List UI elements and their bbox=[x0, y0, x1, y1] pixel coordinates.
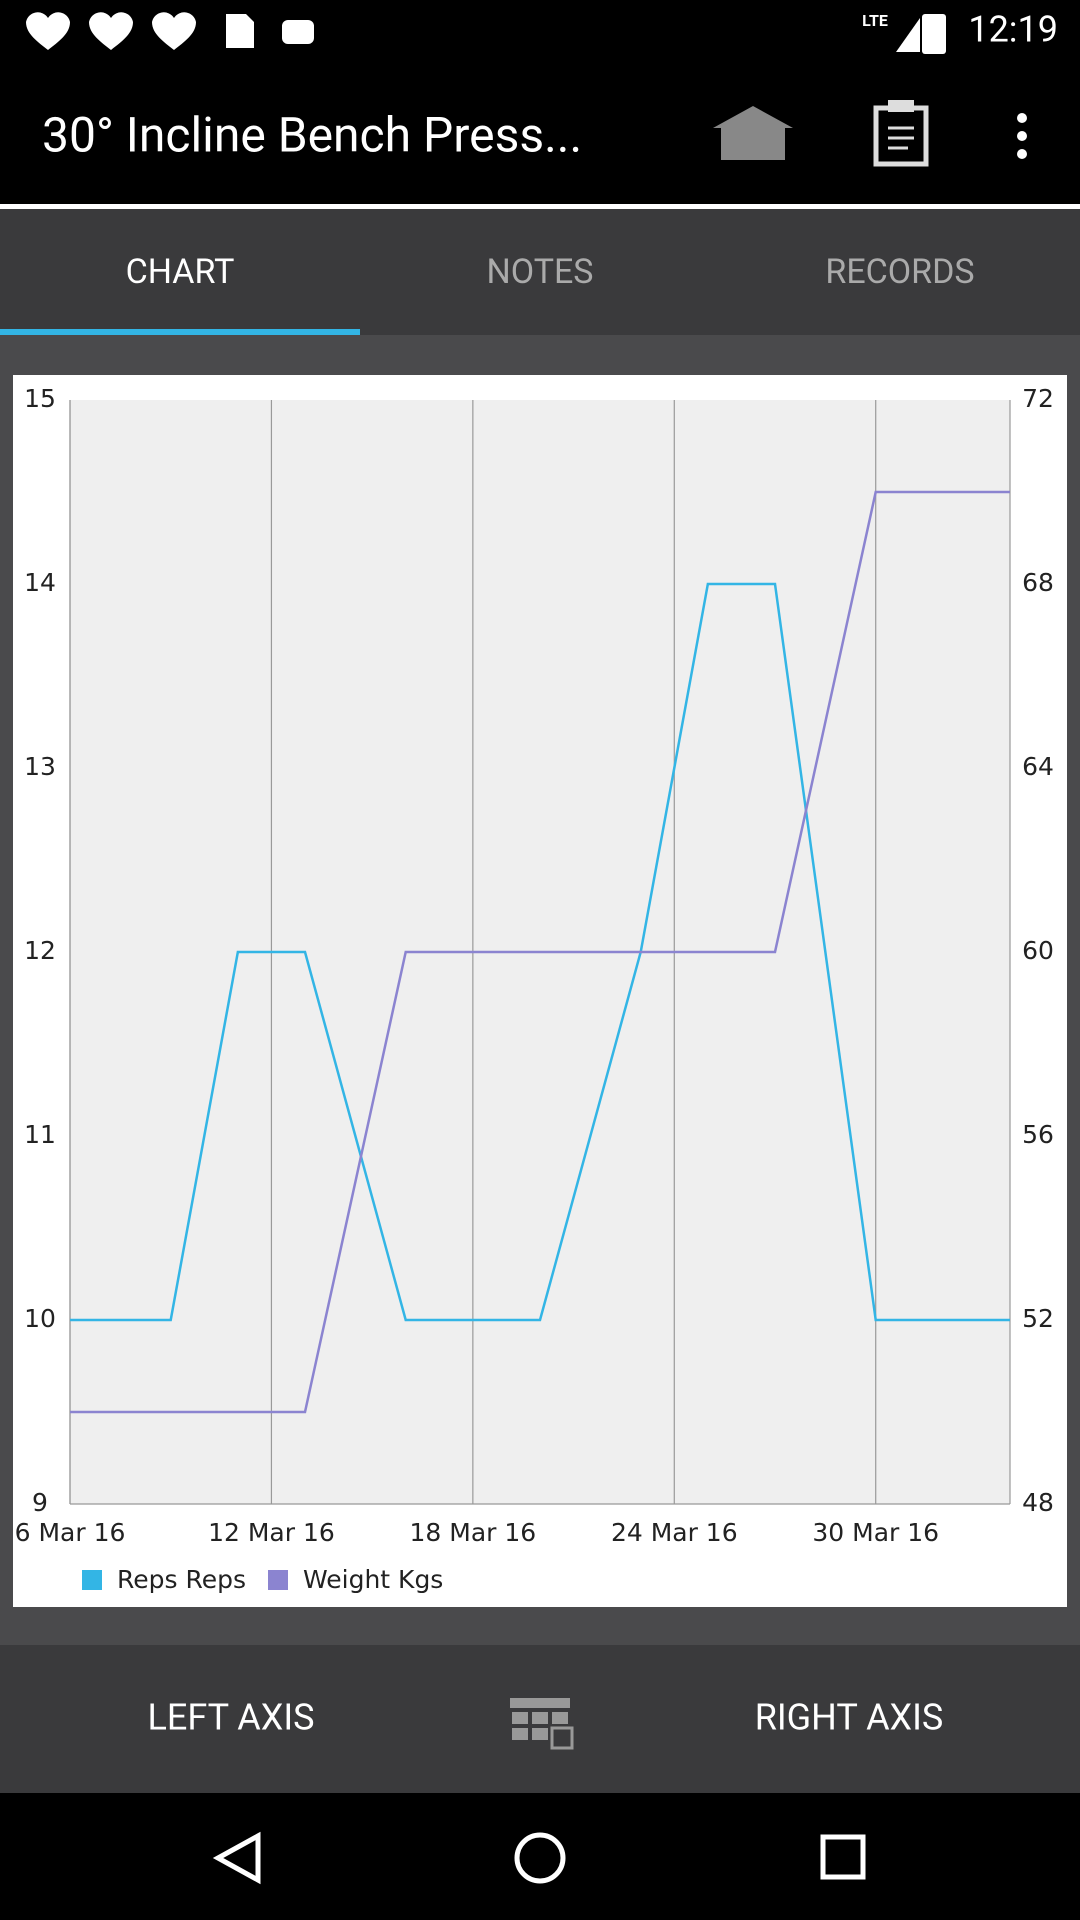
tab[interactable]: NOTES bbox=[487, 252, 594, 292]
recents-button[interactable] bbox=[820, 1834, 866, 1880]
y-tick-label: 14 bbox=[24, 568, 56, 597]
tab-indicator bbox=[0, 329, 360, 335]
nav-bar bbox=[212, 1831, 866, 1885]
divider bbox=[0, 204, 1080, 209]
y2-tick-label: 48 bbox=[1022, 1488, 1054, 1517]
home-button[interactable] bbox=[713, 106, 793, 160]
y-tick-label: 11 bbox=[24, 1120, 56, 1149]
y-tick-label: 9 bbox=[32, 1488, 48, 1517]
legend-label: Weight Kgs bbox=[303, 1565, 443, 1594]
y2-tick-label: 64 bbox=[1022, 752, 1054, 781]
x-tick-label: 12 Mar 16 bbox=[208, 1518, 335, 1547]
tab-bar bbox=[0, 209, 1080, 335]
y2-tick-label: 68 bbox=[1022, 568, 1054, 597]
y-tick-label: 13 bbox=[24, 752, 56, 781]
notes-button[interactable] bbox=[873, 100, 929, 167]
overflow-menu[interactable] bbox=[1017, 113, 1027, 159]
x-tick-label: 24 Mar 16 bbox=[611, 1518, 738, 1547]
home-nav-button[interactable] bbox=[514, 1832, 566, 1884]
legend-swatch bbox=[82, 1570, 102, 1590]
notification-icons bbox=[26, 12, 946, 54]
y2-tick-label: 60 bbox=[1022, 936, 1054, 965]
tab[interactable]: CHART bbox=[126, 252, 235, 292]
right-axis-button[interactable]: RIGHT AXIS bbox=[755, 1697, 944, 1739]
chart: 6 Mar 16 12 Mar 16 18 Mar 16 24 Mar 16 30 Ma… bbox=[15, 384, 1054, 1594]
calendar-button[interactable] bbox=[510, 1698, 574, 1750]
y-tick-label: 10 bbox=[24, 1304, 56, 1333]
legend-label: Reps Reps bbox=[117, 1565, 246, 1594]
x-tick-label: 6 Mar 16 bbox=[15, 1518, 126, 1547]
app-title: 30° Incline Bench Press... bbox=[42, 107, 582, 164]
y2-tick-label: 56 bbox=[1022, 1120, 1054, 1149]
x-tick-label: 18 Mar 16 bbox=[410, 1518, 537, 1547]
y2-tick-label: 52 bbox=[1022, 1304, 1054, 1333]
left-axis-button[interactable]: LEFT AXIS bbox=[147, 1697, 314, 1739]
tab[interactable]: RECORDS bbox=[825, 252, 974, 292]
y-tick-label: 15 bbox=[24, 384, 56, 413]
series-line bbox=[70, 582, 1010, 1322]
x-tick-label: 30 Mar 16 bbox=[812, 1518, 939, 1547]
y-tick-label: 12 bbox=[24, 936, 56, 965]
back-button[interactable] bbox=[212, 1831, 261, 1885]
network-type: LTE bbox=[862, 11, 888, 30]
legend-swatch bbox=[268, 1570, 288, 1590]
series-line bbox=[70, 490, 1010, 1414]
y2-tick-label: 72 bbox=[1022, 384, 1054, 413]
clock: 12:19 bbox=[968, 9, 1058, 51]
